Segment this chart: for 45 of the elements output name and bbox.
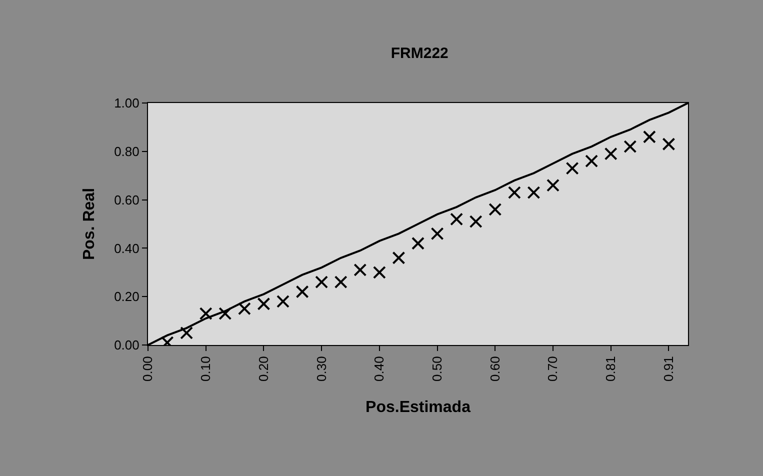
point <box>372 266 386 279</box>
chart-title: FRM222 <box>390 45 448 62</box>
x-tick-label: 0.60 <box>487 356 502 382</box>
point <box>508 186 521 200</box>
point <box>257 297 270 310</box>
x-tick-label: 0.10 <box>198 356 214 382</box>
x-tick-label: 0.00 <box>140 356 156 382</box>
point <box>315 276 328 289</box>
point <box>238 302 251 316</box>
point <box>412 236 424 250</box>
point <box>450 212 464 226</box>
point <box>276 294 290 308</box>
point <box>546 178 560 192</box>
x-tick-label: 0.91 <box>660 356 676 382</box>
y-axis-title: Pos. Real <box>80 188 98 260</box>
point <box>527 186 540 200</box>
point <box>624 140 637 154</box>
point <box>218 307 232 320</box>
y-tick-label: 0.80 <box>114 144 140 159</box>
point <box>392 251 406 264</box>
y-tick-label: 1.00 <box>114 96 140 111</box>
y-tick-label: 0.40 <box>114 240 140 256</box>
y-tick-label: 0.00 <box>114 338 140 353</box>
y-tick-label: 0.20 <box>114 289 140 304</box>
point <box>566 162 579 175</box>
x-tick-label: 0.50 <box>430 356 445 382</box>
x-tick-label: 0.81 <box>603 356 618 382</box>
point <box>662 138 676 151</box>
point <box>604 147 618 160</box>
x-tick-label: 0.40 <box>372 356 387 382</box>
point <box>488 202 502 216</box>
point <box>334 276 348 289</box>
point <box>199 307 212 320</box>
point <box>642 130 656 144</box>
x-tick-label: 0.30 <box>314 356 329 382</box>
point <box>354 263 367 276</box>
x-tick-label: 0.70 <box>545 356 560 382</box>
point <box>469 215 482 228</box>
x-tick-label: 0.20 <box>256 356 271 382</box>
point <box>585 154 598 168</box>
point <box>296 285 309 298</box>
y-tick-label: 0.60 <box>114 192 140 208</box>
point <box>180 326 194 340</box>
x-axis-title: Pos.Estimada <box>366 399 471 416</box>
point <box>430 227 444 240</box>
